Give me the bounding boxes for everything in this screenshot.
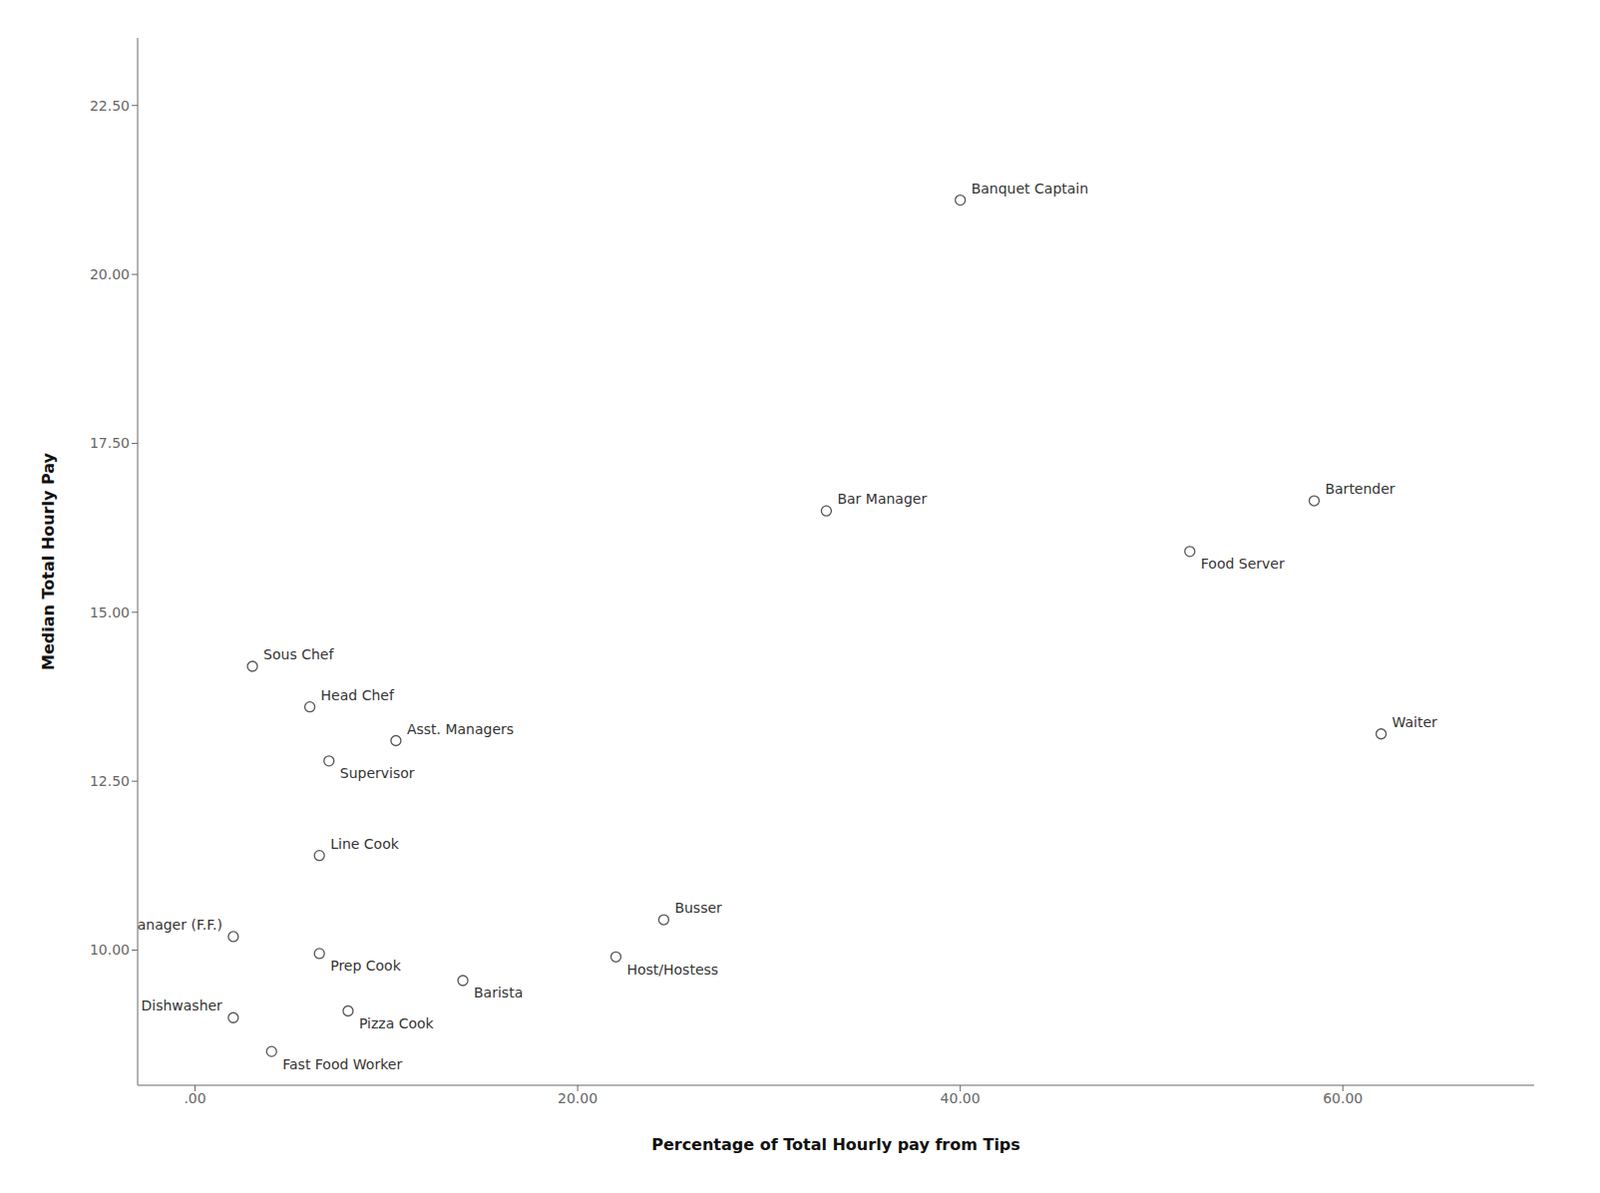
svg-text:Host/Hostess: Host/Hostess — [626, 961, 719, 978]
svg-text:Dishwasher: Dishwasher — [140, 997, 223, 1014]
svg-text:Bartender: Bartender — [1324, 480, 1395, 497]
svg-text:Barista: Barista — [473, 984, 523, 1001]
svg-text:Line Cook: Line Cook — [330, 835, 400, 852]
svg-text:Waiter: Waiter — [1392, 714, 1439, 731]
svg-text:Head Chef: Head Chef — [321, 687, 396, 704]
svg-text:.00: .00 — [183, 1090, 206, 1107]
svg-text:Banquet Captain: Banquet Captain — [971, 180, 1089, 197]
svg-text:Asst. Managers: Asst. Managers — [406, 721, 514, 738]
svg-text:Fast Food Worker: Fast Food Worker — [282, 1056, 402, 1073]
svg-text:22.50: 22.50 — [89, 97, 130, 114]
svg-text:Sous Chef: Sous Chef — [263, 646, 335, 663]
svg-text:17.50: 17.50 — [89, 434, 130, 451]
svg-text:20.00: 20.00 — [89, 266, 130, 283]
svg-text:Bar Manager: Bar Manager — [836, 490, 927, 507]
svg-text:Busser: Busser — [674, 899, 723, 916]
svg-text:40.00: 40.00 — [940, 1090, 981, 1107]
svg-text:Supervisor: Supervisor — [340, 765, 415, 782]
svg-text:12.50: 12.50 — [89, 773, 130, 790]
svg-text:Prep Cook: Prep Cook — [330, 957, 402, 974]
svg-text:Percentage of Total Hourly pay: Percentage of Total Hourly pay from Tips — [651, 1135, 1021, 1155]
svg-text:Asst. Manager (F.F.): Asst. Manager (F.F.) — [137, 916, 223, 933]
svg-text:15.00: 15.00 — [89, 604, 130, 621]
svg-text:10.00: 10.00 — [89, 941, 130, 958]
svg-text:Food Server: Food Server — [1200, 555, 1285, 572]
svg-text:Median Total Hourly Pay: Median Total Hourly Pay — [38, 451, 58, 671]
svg-text:20.00: 20.00 — [557, 1090, 598, 1107]
svg-text:Pizza Cook: Pizza Cook — [359, 1015, 435, 1032]
svg-text:60.00: 60.00 — [1322, 1090, 1363, 1107]
